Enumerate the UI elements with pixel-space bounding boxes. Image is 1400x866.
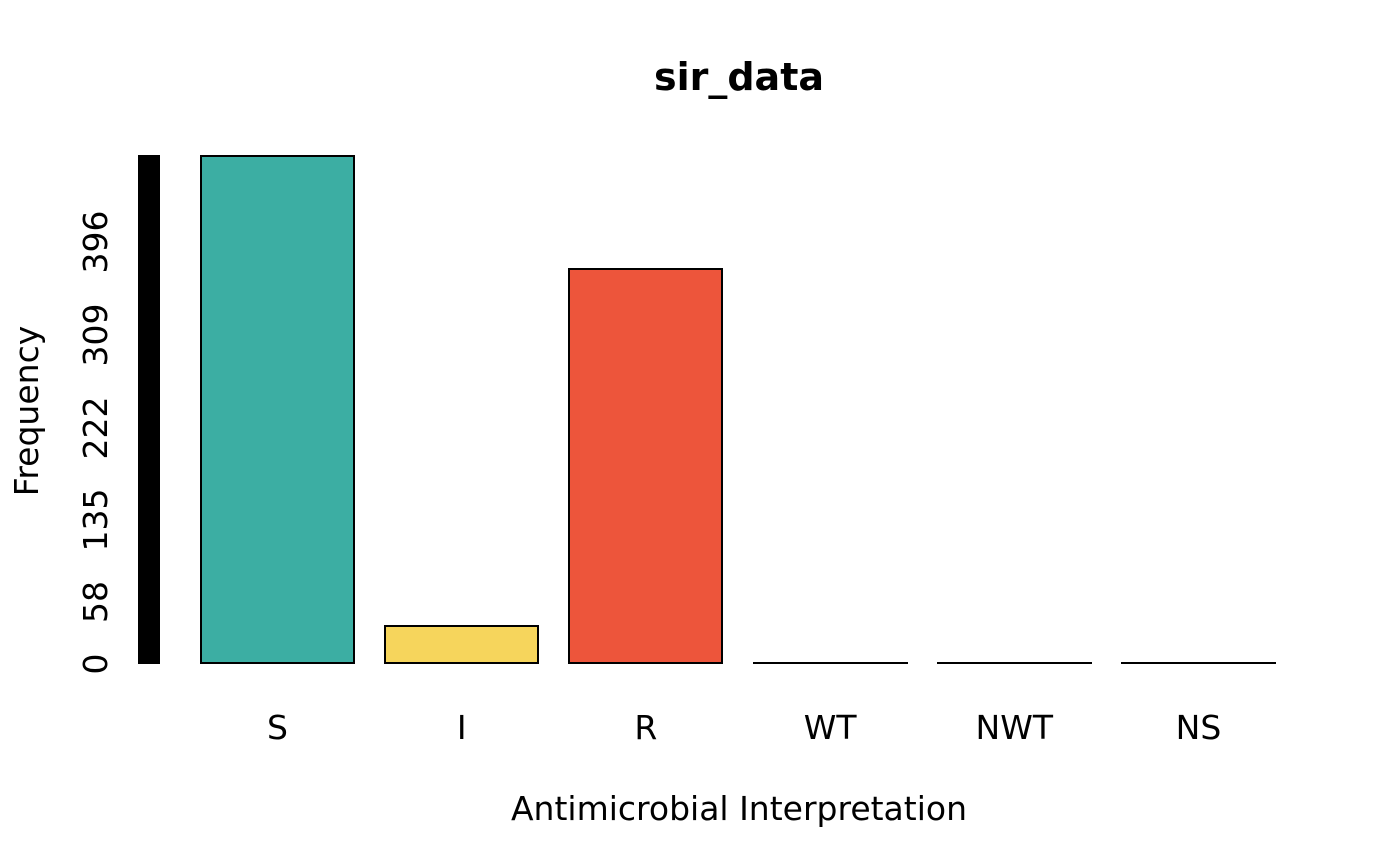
bar-ns (1121, 661, 1276, 664)
y-tick-label-222: 222 (76, 396, 115, 460)
bar-nwt (936, 661, 1092, 664)
x-tick-label-wt: WT (803, 708, 857, 747)
bar-r (568, 267, 724, 664)
y-tick-label-396: 396 (76, 210, 115, 274)
bar-wt (752, 661, 908, 664)
x-tick-label-nwt: NWT (975, 708, 1054, 747)
x-tick-label-s: S (267, 708, 288, 747)
y-tick-label-0: 0 (76, 653, 115, 675)
y-tick-label-58: 58 (76, 581, 115, 624)
bar-i (384, 624, 540, 664)
y-axis-bar (138, 155, 160, 664)
bar-s (200, 155, 355, 664)
y-tick-label-135: 135 (76, 488, 115, 552)
y-tick-label-309: 309 (76, 303, 115, 367)
x-tick-label-i: I (456, 708, 467, 747)
x-tick-label-r: R (634, 708, 658, 747)
x-axis-title: Antimicrobial Interpretation (510, 789, 967, 828)
x-tick-label-ns: NS (1175, 708, 1222, 747)
chart-title: sir_data (653, 55, 825, 99)
